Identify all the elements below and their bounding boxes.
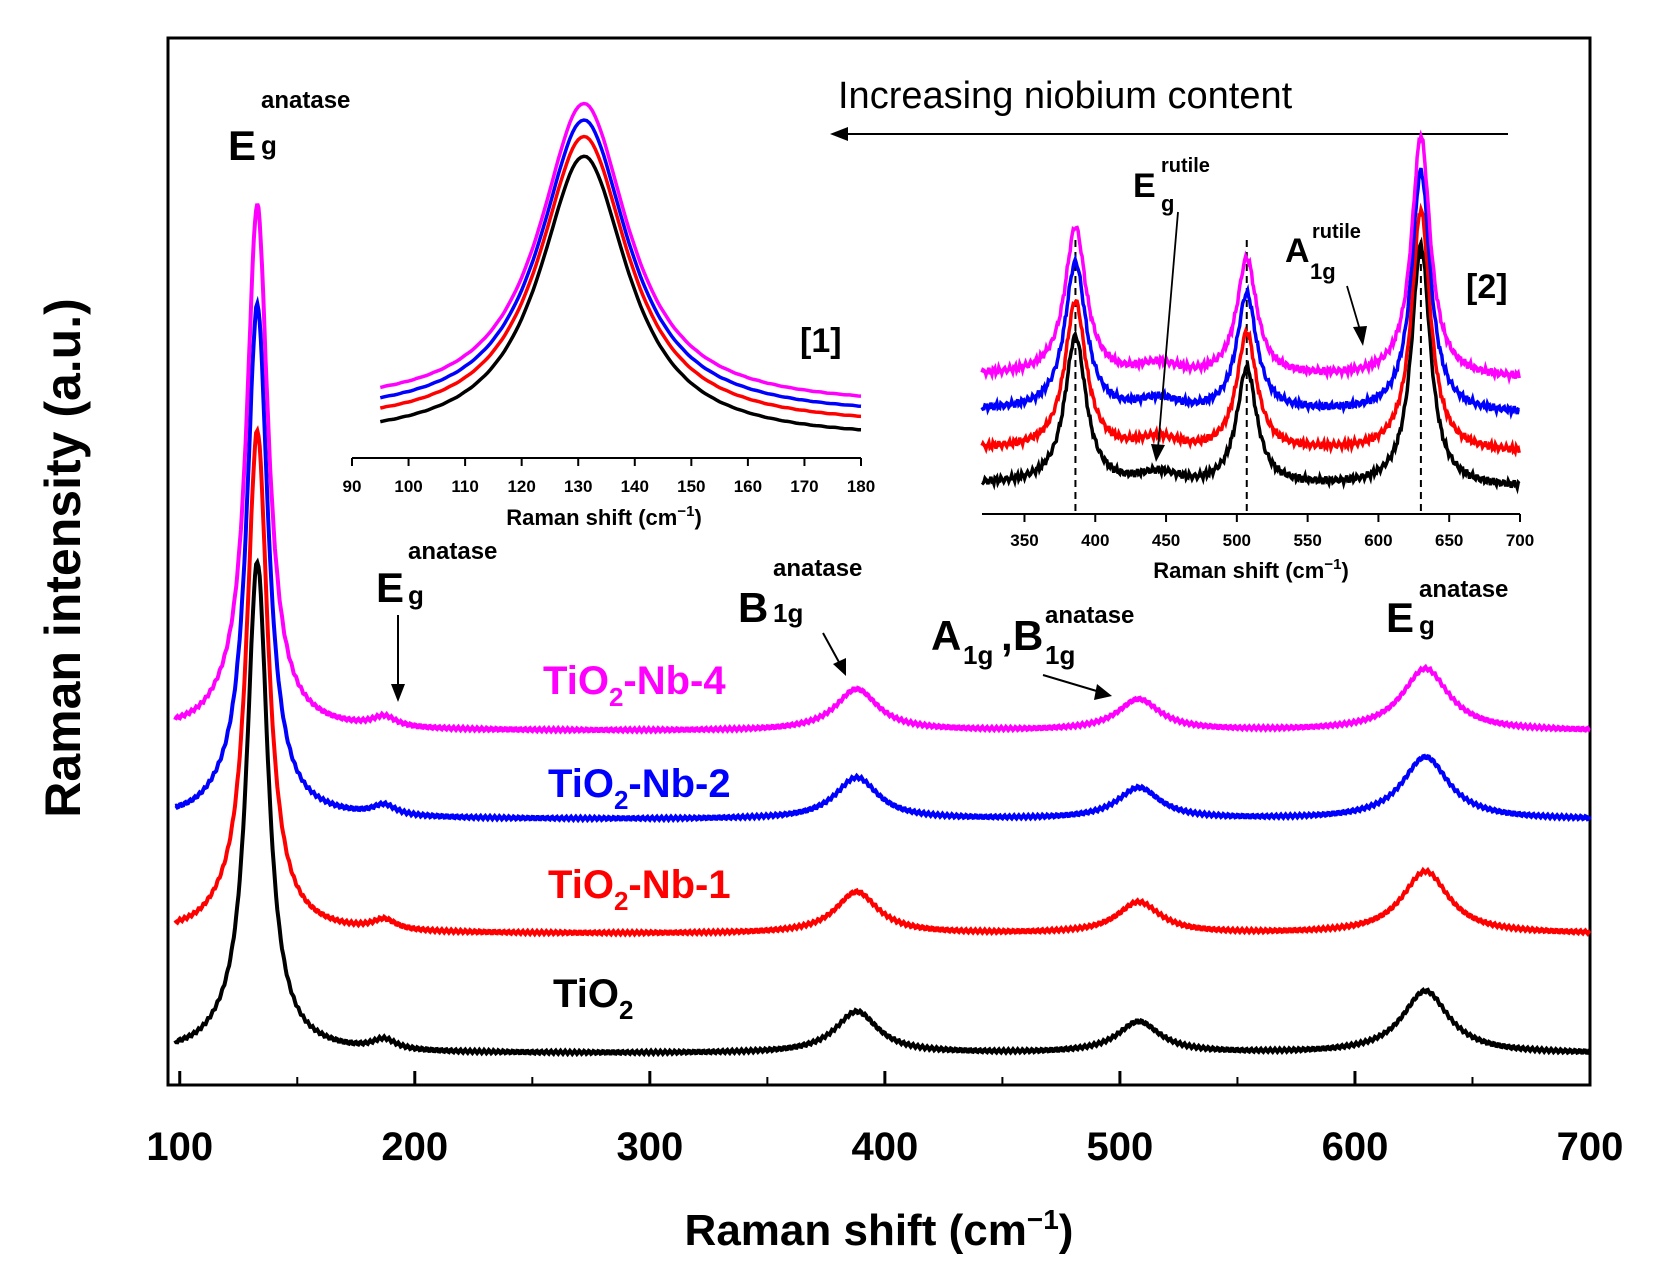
svg-text:anatase: anatase bbox=[1419, 576, 1508, 603]
inset-1-x-tick-label: 160 bbox=[734, 477, 762, 496]
inset-1-x-tick-label: 130 bbox=[564, 477, 592, 496]
inset-2-x-tick-label: 600 bbox=[1364, 531, 1392, 550]
inset-2-x-tick-label: 450 bbox=[1152, 531, 1180, 550]
svg-text:anatase: anatase bbox=[773, 555, 862, 582]
main-x-tick-label: 100 bbox=[146, 1125, 213, 1169]
annotation-eg-high: E anatase g bbox=[1386, 576, 1508, 641]
inset-1-x-ticks: 90 100 110 120 130 140 150 160 170 180 bbox=[343, 458, 875, 496]
main-series-tio2-nb-1 bbox=[173, 425, 1592, 938]
arrow-note-head bbox=[830, 127, 848, 141]
svg-text:E: E bbox=[1133, 167, 1156, 205]
arrow-b1g-head bbox=[833, 658, 846, 676]
main-x-tick-label: 400 bbox=[852, 1125, 919, 1169]
svg-text:g: g bbox=[408, 580, 424, 610]
svg-text:rutile: rutile bbox=[1161, 155, 1210, 177]
svg-text:1g: 1g bbox=[1045, 640, 1075, 670]
svg-text:E: E bbox=[1386, 594, 1414, 641]
inset-2-series-lines bbox=[980, 129, 1521, 495]
svg-text:A: A bbox=[931, 612, 961, 659]
annotation-eg-main: E anatase g bbox=[228, 87, 350, 169]
series-label-tio2-nb-4: TiO2-Nb-4 bbox=[543, 659, 726, 712]
main-x-tick-label: 600 bbox=[1322, 1125, 1389, 1169]
svg-text:E: E bbox=[228, 122, 256, 169]
svg-text:anatase: anatase bbox=[408, 538, 497, 565]
inset-1-x-tick-label: 110 bbox=[451, 477, 478, 496]
inset-1-x-tick-label: 170 bbox=[790, 477, 818, 496]
svg-text:B: B bbox=[1013, 612, 1043, 659]
svg-text:,: , bbox=[1001, 612, 1013, 659]
arrow-eg-rutile-shaft bbox=[1157, 211, 1179, 449]
inset-1-x-tick-label: 180 bbox=[847, 477, 875, 496]
svg-text:E: E bbox=[376, 564, 404, 611]
series-label-tio2-nb-1: TiO2-Nb-1 bbox=[548, 863, 731, 916]
inset-2-x-tick-label: 650 bbox=[1435, 531, 1463, 550]
inset-1-series-tio2-nb-4 bbox=[379, 101, 862, 398]
series-label-tio2: TiO2 bbox=[553, 972, 633, 1025]
annotation-a1g-b1g: A 1g , B anatase 1g bbox=[931, 602, 1134, 700]
inset-1-series-tio2 bbox=[379, 154, 862, 432]
inset-2-reference-lines bbox=[1074, 240, 1422, 514]
svg-text:1g: 1g bbox=[963, 640, 993, 670]
inset-2-series-tio2 bbox=[980, 236, 1521, 495]
inset-2-x-tick-label: 550 bbox=[1293, 531, 1321, 550]
arrow-a1g-rutile-shaft bbox=[1346, 285, 1361, 331]
svg-text:anatase: anatase bbox=[1045, 602, 1134, 629]
inset-1-x-tick-label: 150 bbox=[677, 477, 705, 496]
annotation-eg-rutile: E rutile g bbox=[1133, 155, 1210, 462]
inset-2-x-axis-label: Raman shift (cm−1) bbox=[1153, 556, 1349, 583]
main-plot-frame bbox=[166, 36, 1592, 1087]
svg-text:anatase: anatase bbox=[261, 87, 350, 114]
main-x-tick-label: 700 bbox=[1557, 1125, 1624, 1169]
svg-text:B: B bbox=[738, 584, 768, 631]
main-x-tick-label: 200 bbox=[381, 1125, 448, 1169]
svg-text:g: g bbox=[1161, 191, 1174, 216]
inset-2-x-ticks: 350 400 450 500 550 600 650 700 bbox=[1010, 514, 1534, 550]
inset-2-x-tick-label: 350 bbox=[1010, 531, 1038, 550]
arrow-a1g-shaft bbox=[1042, 674, 1101, 693]
inset-1-series-tio2-nb-1 bbox=[379, 134, 862, 419]
inset-1-series-lines bbox=[379, 101, 862, 432]
main-series-tio2-nb-2 bbox=[174, 295, 1592, 824]
inset-1-x-tick-label: 120 bbox=[507, 477, 535, 496]
inset-2-x-tick-label: 500 bbox=[1223, 531, 1251, 550]
svg-text:1g: 1g bbox=[773, 598, 803, 628]
inset-2-tag: [2] bbox=[1466, 268, 1508, 306]
svg-text:g: g bbox=[261, 130, 277, 160]
svg-text:g: g bbox=[1419, 610, 1435, 640]
arrow-eg-low-head bbox=[391, 684, 405, 702]
main-y-axis-label: Raman intensity (a.u.) bbox=[35, 298, 91, 818]
main-x-ticks: 100 200 300 400 500 600 700 bbox=[146, 1071, 1623, 1169]
arrow-b1g-shaft bbox=[822, 632, 841, 665]
main-series-lines bbox=[173, 203, 1592, 1058]
inset-2-series-tio2-nb-1 bbox=[980, 202, 1521, 458]
arrow-note-text: Increasing niobium content bbox=[838, 75, 1293, 117]
series-label-tio2-nb-2: TiO2-Nb-2 bbox=[548, 762, 731, 815]
main-series-tio2 bbox=[173, 557, 1591, 1058]
svg-text:1g: 1g bbox=[1310, 259, 1336, 284]
arrow-eg-rutile-head bbox=[1151, 444, 1165, 462]
main-x-tick-label: 300 bbox=[616, 1125, 683, 1169]
inset-2-series-tio2-nb-2 bbox=[980, 167, 1520, 420]
inset-1-x-tick-label: 140 bbox=[621, 477, 649, 496]
inset-1-x-tick-label: 90 bbox=[343, 477, 362, 496]
main-x-tick-label: 500 bbox=[1087, 1125, 1154, 1169]
arrow-a1g-head bbox=[1094, 684, 1112, 700]
inset-1-x-tick-label: 100 bbox=[394, 477, 422, 496]
inset-2-x-tick-label: 700 bbox=[1506, 531, 1534, 550]
main-series-tio2-nb-4 bbox=[173, 203, 1591, 735]
inset-2-series-tio2-nb-4 bbox=[980, 129, 1521, 386]
annotation-b1g: B anatase 1g bbox=[738, 555, 862, 676]
svg-text:rutile: rutile bbox=[1312, 221, 1361, 243]
inset-1-tag: [1] bbox=[800, 322, 842, 360]
inset-1-x-axis-label: Raman shift (cm−1) bbox=[506, 503, 702, 530]
main-x-axis-label: Raman shift (cm−1) bbox=[685, 1204, 1074, 1255]
inset-2-x-tick-label: 400 bbox=[1081, 531, 1109, 550]
arrow-a1g-rutile-head bbox=[1353, 326, 1367, 346]
svg-text:A: A bbox=[1285, 232, 1310, 270]
annotation-a1g-rutile: A rutile 1g bbox=[1285, 221, 1367, 346]
annotation-eg-low: E anatase g bbox=[376, 538, 497, 702]
inset-1-series-tio2-nb-2 bbox=[379, 118, 862, 409]
